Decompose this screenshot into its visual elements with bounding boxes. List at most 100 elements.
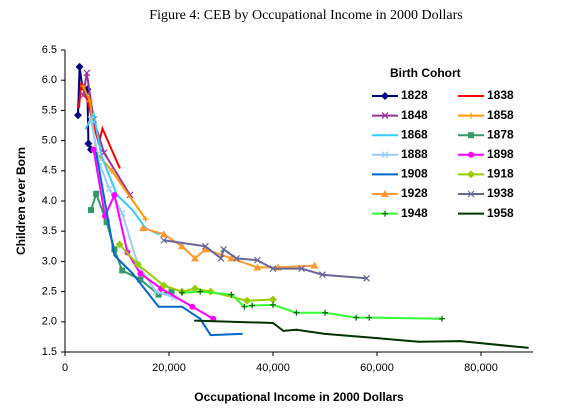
legend-label: 1878 bbox=[487, 127, 514, 141]
marker bbox=[363, 274, 371, 282]
marker bbox=[439, 315, 445, 322]
series-line bbox=[82, 72, 131, 196]
vertex bbox=[295, 328, 298, 331]
series-line bbox=[181, 290, 443, 320]
series-line bbox=[163, 239, 367, 280]
legend-label: 1918 bbox=[487, 167, 514, 181]
marker bbox=[381, 151, 389, 159]
series-line bbox=[95, 152, 242, 337]
vertex bbox=[131, 209, 134, 212]
vertex bbox=[78, 106, 81, 109]
vertex bbox=[118, 166, 121, 169]
marker bbox=[119, 267, 126, 274]
vertex bbox=[131, 272, 134, 275]
marker bbox=[103, 219, 110, 226]
vertex bbox=[95, 151, 98, 154]
marker bbox=[142, 216, 149, 223]
y-tick-label: 2.5 bbox=[42, 286, 57, 298]
vertex bbox=[157, 305, 160, 308]
marker bbox=[105, 185, 113, 193]
vertex bbox=[209, 334, 212, 337]
vertex bbox=[272, 322, 274, 325]
y-tick-label: 5.0 bbox=[42, 135, 57, 147]
marker bbox=[366, 314, 373, 321]
marker bbox=[115, 240, 124, 249]
y-tick-label: 4.5 bbox=[42, 165, 57, 177]
legend-label: 1838 bbox=[487, 88, 514, 102]
legend-label: 1868 bbox=[401, 127, 428, 141]
marker bbox=[353, 314, 360, 321]
y-axis-title: Children ever Born bbox=[14, 147, 28, 255]
y-tick-label: 3.5 bbox=[42, 225, 57, 237]
marker bbox=[93, 190, 100, 197]
marker bbox=[75, 62, 84, 71]
y-tick-label: 2.0 bbox=[42, 316, 57, 328]
marker bbox=[137, 276, 144, 283]
marker bbox=[233, 254, 241, 262]
marker bbox=[249, 302, 256, 309]
x-tick-label: 60,000 bbox=[360, 362, 394, 374]
vertex bbox=[324, 332, 326, 335]
marker bbox=[382, 210, 388, 217]
marker bbox=[270, 301, 276, 308]
legend-label: 1888 bbox=[401, 147, 428, 161]
vertex bbox=[282, 329, 285, 332]
marker bbox=[189, 303, 196, 310]
marker bbox=[468, 151, 474, 158]
y-tick-label: 4.0 bbox=[42, 195, 57, 207]
legend-label: 1938 bbox=[487, 186, 514, 200]
marker bbox=[293, 309, 300, 316]
y-tick-label: 6.0 bbox=[42, 74, 57, 86]
y-tick-label: 3.0 bbox=[42, 255, 57, 267]
vertex bbox=[376, 337, 378, 340]
legend-label: 1948 bbox=[401, 206, 428, 220]
legend-title: Birth Cohort bbox=[390, 66, 461, 80]
marker bbox=[228, 291, 235, 298]
marker bbox=[159, 230, 168, 238]
marker bbox=[269, 295, 277, 304]
vertex bbox=[100, 154, 103, 157]
vertex bbox=[181, 305, 183, 308]
series-line bbox=[142, 227, 315, 269]
legend-label: 1828 bbox=[401, 88, 428, 102]
marker bbox=[381, 190, 389, 197]
marker bbox=[83, 69, 91, 77]
series-line bbox=[194, 319, 528, 349]
marker bbox=[191, 284, 199, 293]
marker bbox=[253, 263, 262, 271]
x-tick-label: 40,000 bbox=[256, 362, 290, 374]
marker bbox=[111, 191, 118, 198]
x-tick-label: 80,000 bbox=[464, 362, 498, 374]
marker bbox=[191, 254, 199, 262]
vertex bbox=[417, 340, 420, 343]
marker bbox=[179, 289, 185, 296]
marker bbox=[90, 146, 97, 153]
vertex bbox=[80, 82, 83, 85]
marker bbox=[318, 271, 326, 279]
marker bbox=[139, 224, 147, 232]
vertex bbox=[199, 317, 202, 320]
marker bbox=[310, 261, 319, 269]
y-tick-label: 6.5 bbox=[42, 44, 57, 56]
legend-label: 1928 bbox=[401, 186, 428, 200]
marker bbox=[241, 303, 248, 310]
y-tick-label: 1.5 bbox=[42, 346, 57, 358]
vertex bbox=[84, 127, 87, 130]
vertex bbox=[113, 254, 116, 257]
vertex bbox=[92, 112, 95, 115]
vertex bbox=[526, 346, 529, 349]
marker bbox=[133, 260, 142, 269]
marker bbox=[160, 236, 168, 244]
y-tick-label: 5.5 bbox=[42, 104, 57, 116]
vertex bbox=[101, 127, 104, 130]
legend-label: 1908 bbox=[401, 167, 428, 181]
marker bbox=[220, 245, 228, 253]
marker bbox=[86, 98, 93, 105]
marker bbox=[322, 309, 328, 316]
marker bbox=[88, 207, 94, 214]
marker bbox=[381, 92, 389, 100]
marker bbox=[168, 288, 175, 295]
marker bbox=[201, 242, 209, 250]
legend-label: 1858 bbox=[487, 108, 514, 122]
